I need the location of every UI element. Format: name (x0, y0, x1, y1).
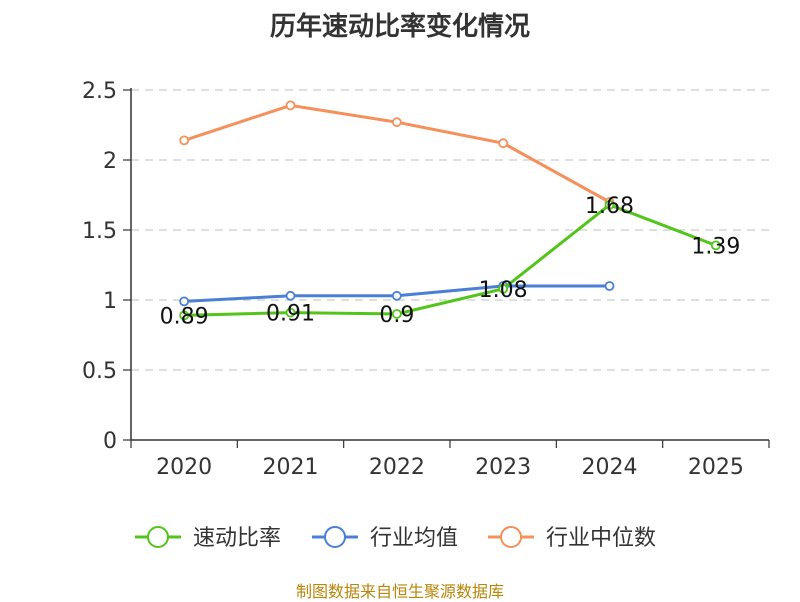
x-tick-label: 2024 (582, 455, 638, 480)
data-label: 0.9 (379, 303, 414, 328)
legend-marker (500, 526, 522, 548)
data-point[interactable] (604, 199, 615, 210)
series-line (184, 203, 717, 317)
data-point[interactable] (391, 117, 402, 128)
data-point[interactable] (179, 296, 190, 307)
legend-item[interactable]: 速动比率 (135, 526, 281, 551)
y-tick-label: 0 (103, 429, 117, 454)
data-label: 0.89 (160, 304, 209, 329)
x-tick-label: 2023 (475, 455, 531, 480)
legend-label: 行业中位数 (546, 526, 656, 551)
data-point[interactable] (710, 240, 721, 251)
source-note: 制图数据来自恒生聚源数据库 (295, 582, 504, 601)
data-point[interactable] (179, 310, 190, 321)
y-tick-label: 1.5 (82, 219, 117, 244)
x-tick-label: 2021 (263, 455, 319, 480)
legend: 速动比率 行业均值 行业中位数 (135, 526, 656, 551)
data-point[interactable] (498, 283, 509, 294)
legend-marker (147, 526, 169, 548)
data-label: 0.91 (266, 302, 315, 327)
x-tick-label: 2025 (688, 455, 744, 480)
legend-label: 行业均值 (370, 526, 458, 551)
y-tick-label: 2 (103, 149, 117, 174)
y-axis-ticks: 0 0.5 1 1.5 2 2.5 (82, 79, 131, 454)
y-tick-label: 0.5 (82, 359, 117, 384)
x-tick-label: 2020 (156, 455, 212, 480)
legend-marker (324, 526, 346, 548)
data-labels: 0.89 0.91 0.9 1.08 1.68 1.39 (160, 194, 741, 330)
legend-item[interactable]: 行业均值 (312, 526, 458, 551)
data-point[interactable] (604, 281, 615, 291)
legend-label: 速动比率 (193, 526, 281, 551)
data-point[interactable] (285, 100, 296, 111)
data-label: 1.08 (479, 278, 528, 303)
chart-title: 历年速动比率变化情况 (269, 12, 530, 42)
data-point[interactable] (285, 290, 296, 301)
x-axis-ticks: 2020 2021 2022 2023 2024 2025 (130, 440, 770, 480)
x-tick-label: 2022 (369, 455, 425, 480)
data-point[interactable] (391, 309, 402, 319)
data-label: 1.39 (691, 234, 740, 259)
data-label: 1.68 (585, 194, 634, 219)
y-tick-label: 2.5 (82, 79, 117, 104)
data-point[interactable] (391, 290, 402, 301)
series-group (179, 100, 721, 321)
data-point[interactable] (285, 307, 296, 318)
axes (130, 88, 769, 441)
data-point[interactable] (498, 138, 509, 149)
y-tick-label: 1 (103, 289, 117, 314)
legend-item[interactable]: 行业中位数 (488, 526, 656, 551)
data-point[interactable] (179, 135, 190, 146)
